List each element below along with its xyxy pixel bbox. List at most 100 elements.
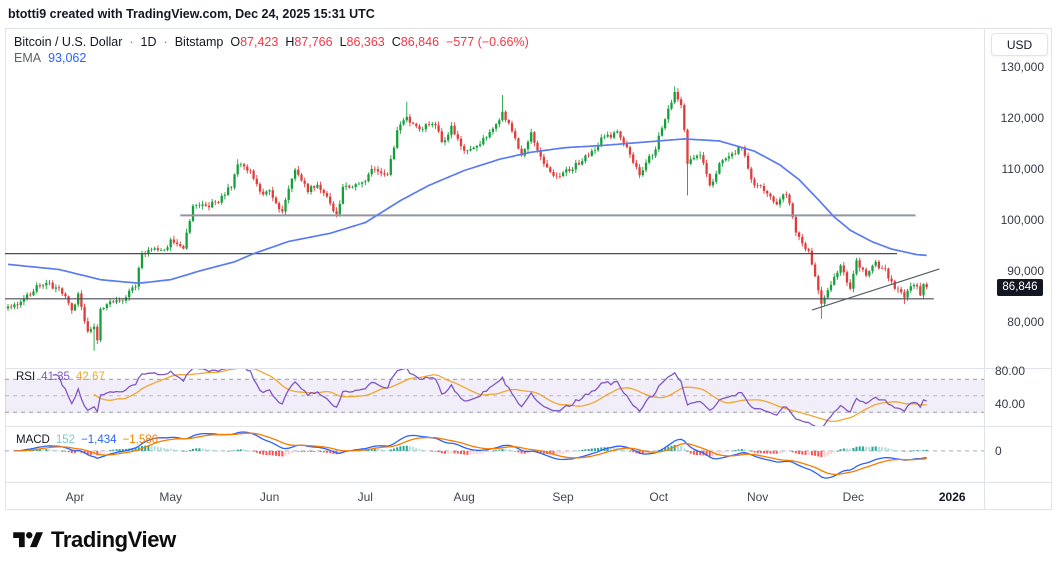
macd-histogram-bar [405, 445, 408, 451]
macd-histogram-bar [329, 450, 332, 454]
macd-histogram-bar [558, 450, 561, 455]
macd-histogram-bar [868, 446, 871, 451]
macd-histogram-bar [456, 450, 459, 454]
macd-histogram-bar [96, 450, 99, 456]
macd-histogram-bar [380, 449, 383, 451]
currency-button[interactable]: USD [991, 33, 1048, 56]
macd-histogram-bar [185, 450, 188, 452]
macd-histogram-bar [102, 450, 105, 453]
macd-histogram-bar [817, 450, 820, 457]
macd-histogram-bar [393, 448, 395, 451]
macd-histogram-bar [424, 450, 427, 452]
macd-histogram-bar [753, 450, 756, 453]
macd-histogram-bar [514, 450, 517, 452]
main-pane[interactable] [5, 86, 940, 351]
macd-histogram-bar [201, 448, 204, 451]
macd-histogram-bar [166, 448, 169, 451]
macd-histogram-bar [772, 450, 775, 454]
macd-histogram-bar [874, 446, 877, 451]
macd-histogram-bar [718, 450, 721, 455]
macd-histogram-bar [396, 447, 399, 451]
macd-histogram-bar [830, 450, 832, 455]
macd-histogram-bar [727, 450, 730, 452]
rsi-scale-label: 40.00 [995, 397, 1025, 411]
macd-histogram-bar [791, 450, 794, 453]
macd-histogram-bar [287, 450, 290, 455]
macd-histogram-bar [823, 450, 826, 457]
time-axis-month-label: Jun [260, 490, 279, 504]
macd-histogram-bar [919, 450, 922, 452]
macd-histogram-bar [846, 448, 848, 451]
macd-histogram-bar [415, 448, 418, 451]
macd-histogram-bar [584, 449, 587, 451]
macd-histogram-bar [903, 450, 906, 452]
time-axis-month-label: Jul [358, 490, 373, 504]
macd-histogram-bar [156, 446, 159, 451]
macd-histogram-bar [887, 448, 890, 451]
macd-histogram-bar [578, 450, 580, 452]
macd-histogram-bar [782, 450, 785, 453]
price-axis[interactable]: 130,000 120,000 110,000 100,000 90,000 80,000… [995, 60, 1044, 458]
macd-histogram-bar [402, 445, 405, 451]
macd-histogram-bar [434, 450, 437, 452]
macd-histogram-bar [259, 450, 261, 454]
macd-pane[interactable] [5, 431, 984, 479]
macd-histogram-bar [667, 446, 670, 451]
macd-histogram-bar [125, 448, 127, 451]
macd-histogram-bar [316, 450, 319, 452]
macd-histogram-bar [453, 450, 456, 454]
macd-histogram-bar [909, 450, 912, 452]
macd-histogram-bar [763, 450, 765, 454]
macd-histogram-bar [99, 450, 102, 454]
chart-frame-border [5, 28, 1052, 510]
macd-histogram-bar [488, 450, 491, 452]
macd-histogram-bar [696, 450, 698, 456]
macd-histogram-bar [271, 450, 274, 456]
macd-histogram-bar [310, 450, 313, 452]
macd-histogram-bar [58, 450, 60, 452]
macd-histogram-bar [692, 450, 695, 455]
rsi-pane[interactable] [5, 363, 984, 429]
macd-histogram-bar [590, 448, 593, 451]
macd-histogram-bar [377, 449, 379, 451]
macd-histogram-bar [472, 450, 475, 455]
macd-histogram-bar [769, 450, 772, 454]
macd-histogram-bar [265, 450, 268, 455]
macd-histogram-bar [399, 446, 402, 451]
rsi-line [52, 369, 927, 426]
macd-histogram-bar [890, 449, 893, 451]
tradingview-brand-link[interactable]: TradingView [13, 527, 176, 553]
macd-histogram-bar [463, 450, 466, 455]
macd-histogram-bar [861, 446, 864, 451]
macd-histogram-bar [568, 450, 571, 453]
macd-histogram-bar [86, 450, 89, 455]
macd-histogram-bar [852, 448, 855, 451]
macd-histogram-bar [801, 450, 804, 455]
macd-histogram-bar [172, 449, 175, 451]
macd-histogram-bar [169, 448, 172, 451]
macd-histogram-bar [779, 450, 781, 454]
macd-histogram-bar [204, 448, 207, 451]
macd-histogram-bar [466, 450, 469, 455]
header-attribution: btotti9 created with TradingView.com, De… [8, 7, 375, 21]
macd-histogram-bar [367, 449, 370, 451]
macd-histogram-bar [54, 450, 57, 451]
macd-histogram-bar [833, 450, 836, 453]
time-axis[interactable]: Apr May Jun Jul Aug Sep Oct Nov Dec 2026 [66, 490, 966, 504]
macd-histogram-bar [552, 450, 555, 455]
time-axis-month-label: Apr [66, 490, 85, 504]
macd-histogram-bar [613, 447, 616, 451]
macd-histogram-bar [517, 450, 520, 453]
macd-histogram-bar [542, 450, 545, 454]
macd-histogram-bar [495, 450, 498, 451]
macd-histogram-bar [498, 449, 501, 451]
macd-histogram-bar [386, 450, 389, 451]
macd-histogram-bar [491, 450, 494, 452]
macd-histogram-bar [600, 447, 603, 451]
macd-histogram-bar [507, 449, 510, 451]
macd-histogram-bar [625, 450, 628, 451]
trendline-drawing[interactable] [811, 268, 940, 311]
macd-histogram-bar [775, 450, 778, 454]
macd-histogram-bar [440, 450, 443, 454]
